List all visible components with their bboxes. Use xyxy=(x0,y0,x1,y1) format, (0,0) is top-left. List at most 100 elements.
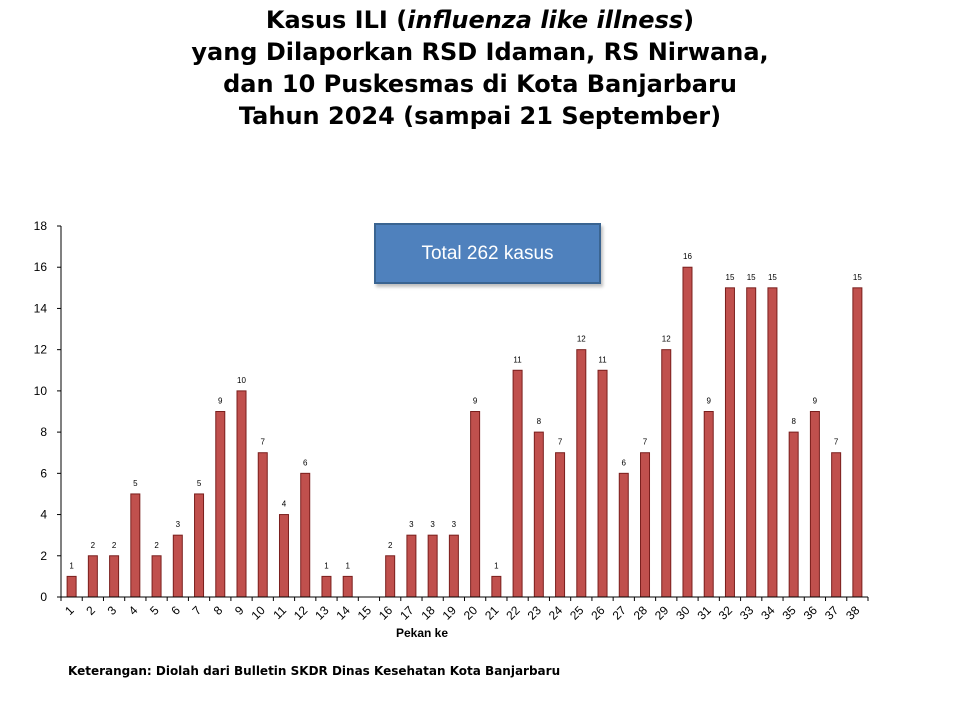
bar-week-24 xyxy=(555,452,566,598)
data-label-week-36: 9 xyxy=(813,397,818,406)
x-tick-label-27: 27 xyxy=(610,603,630,623)
data-label-week-21: 1 xyxy=(494,561,499,570)
data-label-week-35: 8 xyxy=(791,417,796,426)
bar-week-23 xyxy=(533,431,544,598)
y-tick-label-18: 18 xyxy=(34,219,48,233)
data-label-week-3: 2 xyxy=(112,541,117,550)
data-label-week-23: 8 xyxy=(537,417,542,426)
x-tick-label-32: 32 xyxy=(716,603,736,623)
x-tick-label-24: 24 xyxy=(546,603,566,623)
data-label-week-37: 7 xyxy=(834,438,839,447)
y-tick-label-14: 14 xyxy=(34,301,48,315)
bar-week-8 xyxy=(215,411,226,598)
bar-week-20 xyxy=(470,411,481,598)
data-label-week-13: 1 xyxy=(324,561,329,570)
data-label-week-2: 2 xyxy=(91,541,96,550)
x-tick-label-22: 22 xyxy=(503,603,523,623)
data-label-week-34: 15 xyxy=(768,273,777,282)
bar-week-31 xyxy=(703,411,714,598)
bar-week-38 xyxy=(852,287,863,598)
data-label-week-25: 12 xyxy=(577,335,586,344)
x-tick-label-36: 36 xyxy=(801,603,821,623)
x-tick-label-1: 1 xyxy=(62,603,77,618)
data-label-week-12: 6 xyxy=(303,458,308,467)
bar-week-11 xyxy=(278,514,289,598)
data-label-week-5: 2 xyxy=(154,541,159,550)
data-label-week-29: 12 xyxy=(662,335,671,344)
data-label-week-28: 7 xyxy=(643,438,648,447)
bar-week-26 xyxy=(597,369,608,598)
bar-week-17 xyxy=(406,534,417,598)
bar-week-6 xyxy=(172,534,183,598)
bar-week-30 xyxy=(682,266,693,598)
x-tick-label-7: 7 xyxy=(190,603,205,618)
x-tick-label-9: 9 xyxy=(232,603,247,618)
x-tick-label-2: 2 xyxy=(83,603,98,618)
x-tick-label-4: 4 xyxy=(126,603,141,618)
x-tick-label-35: 35 xyxy=(779,603,799,623)
x-tick-label-18: 18 xyxy=(418,603,438,623)
title-line-2: yang Dilaporkan RSD Idaman, RS Nirwana, xyxy=(191,38,769,66)
y-tick-label-16: 16 xyxy=(34,260,48,274)
bar-week-21 xyxy=(491,575,502,598)
x-tick-label-6: 6 xyxy=(168,603,183,618)
x-tick-label-17: 17 xyxy=(397,603,417,623)
x-tick-label-26: 26 xyxy=(588,603,608,623)
data-label-week-24: 7 xyxy=(558,438,563,447)
x-tick-label-3: 3 xyxy=(105,603,120,618)
title-line-4: Tahun 2024 (sampai 21 September) xyxy=(238,102,722,130)
data-label-week-17: 3 xyxy=(409,520,414,529)
bars-group xyxy=(66,266,863,598)
x-tick-label-23: 23 xyxy=(525,603,545,623)
data-label-week-19: 3 xyxy=(452,520,457,529)
total-cases-annotation: Total 262 kasus xyxy=(374,223,601,284)
x-tick-label-20: 20 xyxy=(461,603,481,623)
bar-week-7 xyxy=(194,493,205,598)
data-label-week-14: 1 xyxy=(345,561,350,570)
x-tick-label-33: 33 xyxy=(737,603,757,623)
data-label-week-1: 1 xyxy=(69,561,74,570)
y-tick-label-12: 12 xyxy=(34,343,48,357)
data-label-week-7: 5 xyxy=(197,479,202,488)
data-label-week-11: 4 xyxy=(282,500,287,509)
data-label-week-10: 7 xyxy=(261,438,266,447)
bar-week-14 xyxy=(342,575,353,598)
x-tick-label-34: 34 xyxy=(758,603,778,623)
bar-week-32 xyxy=(724,287,735,598)
x-tick-label-21: 21 xyxy=(482,603,502,623)
data-label-week-20: 9 xyxy=(473,397,478,406)
bar-week-2 xyxy=(87,555,98,598)
x-tick-label-5: 5 xyxy=(147,603,162,618)
title-part-a: Kasus ILI ( xyxy=(265,6,408,34)
data-label-week-8: 9 xyxy=(218,397,223,406)
title-line-3: dan 10 Puskesmas di Kota Banjarbaru xyxy=(223,70,737,98)
bar-week-1 xyxy=(66,575,77,598)
data-label-week-38: 15 xyxy=(853,273,862,282)
y-tick-label-2: 2 xyxy=(40,549,47,563)
x-tick-label-25: 25 xyxy=(567,603,587,623)
bar-week-13 xyxy=(321,575,332,598)
x-tick-label-11: 11 xyxy=(270,603,289,622)
x-tick-label-8: 8 xyxy=(211,603,226,618)
bar-week-37 xyxy=(831,452,842,598)
bar-week-36 xyxy=(809,411,820,598)
x-tick-label-15: 15 xyxy=(355,603,375,623)
x-axis-label: Pekan ke xyxy=(396,626,448,640)
bar-week-3 xyxy=(109,555,120,598)
y-tick-label-10: 10 xyxy=(34,384,48,398)
x-tick-label-31: 31 xyxy=(694,603,714,623)
x-tick-label-29: 29 xyxy=(652,603,672,623)
data-label-week-22: 11 xyxy=(513,355,522,364)
x-tick-label-14: 14 xyxy=(333,603,353,623)
x-tick-label-37: 37 xyxy=(822,603,842,623)
bar-week-18 xyxy=(427,534,438,598)
title-part-b: ) xyxy=(683,6,695,34)
y-tick-label-8: 8 xyxy=(40,425,47,439)
footnote: Keterangan: Diolah dari Bulletin SKDR Di… xyxy=(68,664,561,678)
bar-week-16 xyxy=(385,555,396,598)
x-tick-label-38: 38 xyxy=(843,603,863,623)
x-tick-label-13: 13 xyxy=(312,603,332,623)
data-label-week-31: 9 xyxy=(706,397,711,406)
